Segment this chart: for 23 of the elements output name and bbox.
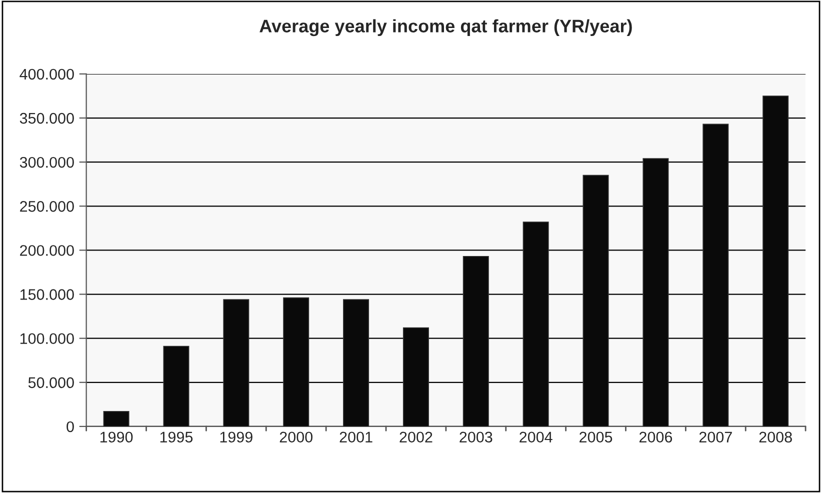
- x-tick-label: 2008: [759, 432, 792, 443]
- y-tick-label: 100.000: [20, 333, 74, 344]
- x-tick-label: 2000: [280, 432, 312, 443]
- y-tick-label: 150.000: [20, 289, 74, 300]
- x-tick-label: 2007: [699, 432, 732, 443]
- x-tick-label: 2003: [460, 432, 492, 443]
- x-tick-label: 1995: [160, 432, 193, 443]
- y-tick-label: 250.000: [20, 201, 74, 212]
- y-tick-label: 200.000: [20, 245, 74, 256]
- x-tick-label: 2004: [520, 432, 552, 443]
- y-tick-label: 350.000: [20, 112, 74, 124]
- y-tick-label: 300.000: [20, 156, 74, 168]
- x-tick-label: 2005: [580, 432, 612, 443]
- x-tick-label: 1999: [220, 432, 252, 443]
- y-tick-label: 400.000: [20, 68, 74, 80]
- y-tick-label: 0: [66, 421, 74, 432]
- y-tick-label: 50.000: [28, 377, 74, 388]
- x-tick-label: 2002: [400, 432, 432, 443]
- x-tick-label: 1990: [100, 432, 133, 443]
- x-tick-label: 2006: [639, 432, 672, 443]
- bar: [103, 411, 130, 426]
- x-tick-label: 2001: [340, 432, 372, 443]
- chart-title: Average yearly income qat farmer (YR/year): [260, 19, 632, 36]
